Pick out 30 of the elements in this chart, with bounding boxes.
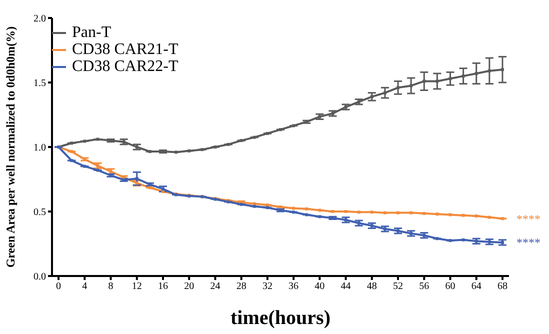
x-tick-label: 12	[132, 281, 142, 292]
y-tick-label: 1.5	[34, 78, 46, 90]
x-tick-label: 28	[236, 281, 246, 292]
y-tick-label: 0.0	[34, 272, 46, 283]
y-axis-title: Green Area per well normalized to 0d0h0m(%)	[3, 26, 18, 268]
annotation: ****	[516, 236, 540, 250]
x-tick-label: 44	[340, 281, 351, 292]
x-tick-label: 68	[497, 281, 508, 292]
x-tick-label: 4	[82, 281, 88, 292]
legend-label: CD38 CAR22-T	[72, 58, 178, 75]
x-tick-label: 8	[108, 281, 114, 292]
x-axis-title: time(hours)	[230, 307, 330, 329]
x-tick-label: 48	[366, 281, 377, 292]
y-tick-label: 0.5	[34, 207, 46, 218]
y-tick-label: 1.0	[34, 142, 46, 154]
x-tick-label: 16	[158, 281, 168, 292]
x-tick-label: 64	[471, 281, 482, 292]
x-tick-label: 0	[56, 281, 62, 292]
legend-label: Pan-T	[72, 24, 112, 41]
annotation: ****	[516, 212, 540, 226]
x-tick-label: 24	[210, 281, 220, 292]
x-tick-label: 36	[288, 281, 299, 292]
x-tick-label: 60	[445, 281, 456, 292]
y-tick-label: 2.0	[34, 14, 46, 25]
x-tick-label: 52	[393, 281, 404, 292]
x-tick-label: 40	[314, 281, 325, 292]
x-tick-label: 32	[262, 281, 272, 292]
x-tick-label: 20	[184, 281, 194, 292]
legend-label: CD38 CAR21-T	[72, 41, 178, 58]
x-tick-label: 56	[419, 281, 430, 292]
